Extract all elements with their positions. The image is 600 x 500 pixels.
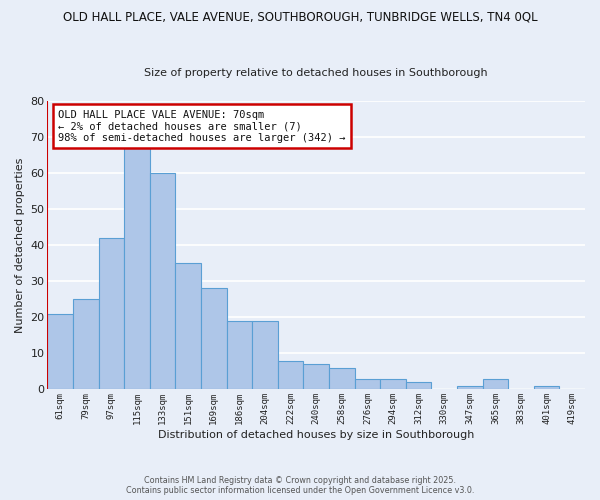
Bar (227, 321, 252, 390)
Text: Contains HM Land Registry data © Crown copyright and database right 2025.
Contai: Contains HM Land Registry data © Crown c… (126, 476, 474, 495)
Text: OLD HALL PLACE VALE AVENUE: 70sqm
← 2% of detached houses are smaller (7)
98% of: OLD HALL PLACE VALE AVENUE: 70sqm ← 2% o… (58, 110, 346, 143)
Bar (252, 321, 278, 390)
Bar (150, 173, 175, 390)
Bar (534, 386, 559, 390)
Bar (73, 300, 98, 390)
Bar (98, 238, 124, 390)
Bar (201, 288, 227, 390)
Bar (482, 378, 508, 390)
Bar (278, 360, 304, 390)
Bar (355, 378, 380, 390)
Bar (175, 263, 201, 390)
Text: OLD HALL PLACE, VALE AVENUE, SOUTHBOROUGH, TUNBRIDGE WELLS, TN4 0QL: OLD HALL PLACE, VALE AVENUE, SOUTHBOROUG… (62, 10, 538, 23)
Title: Size of property relative to detached houses in Southborough: Size of property relative to detached ho… (145, 68, 488, 78)
Bar (380, 378, 406, 390)
Bar (304, 364, 329, 390)
Bar (47, 314, 73, 390)
Bar (329, 368, 355, 390)
Bar (124, 148, 150, 390)
X-axis label: Distribution of detached houses by size in Southborough: Distribution of detached houses by size … (158, 430, 475, 440)
Bar (406, 382, 431, 390)
Bar (457, 386, 482, 390)
Y-axis label: Number of detached properties: Number of detached properties (15, 158, 25, 333)
